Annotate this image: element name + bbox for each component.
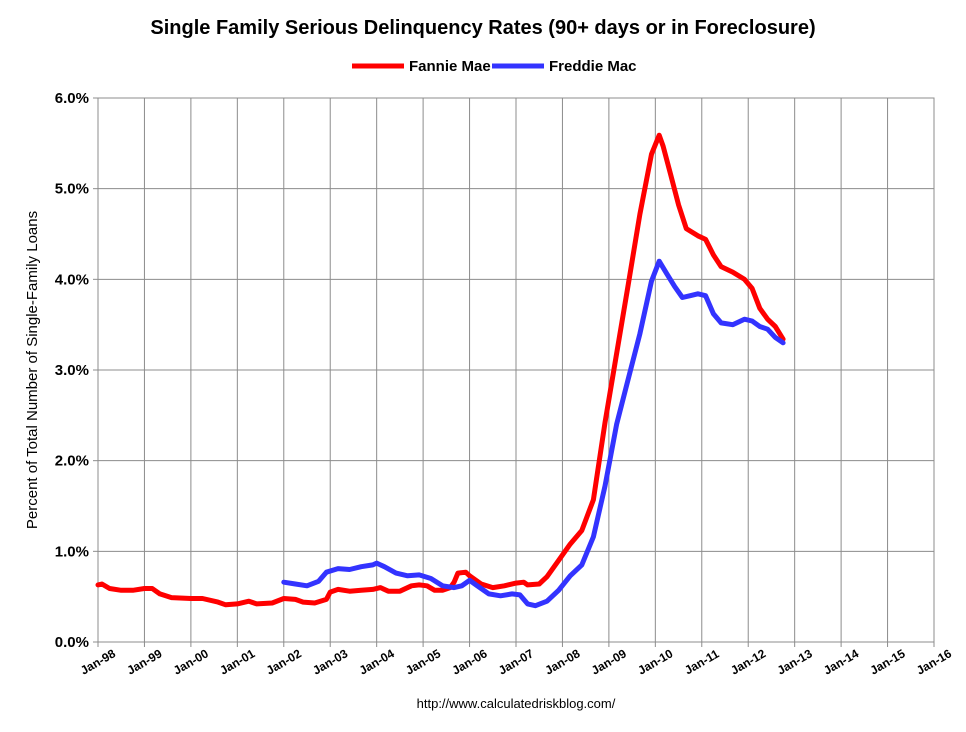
y-axis-label: Percent of Total Number of Single-Family… [24, 211, 41, 529]
x-tick-label: Jan-10 [635, 646, 675, 677]
x-tick-label: Jan-99 [124, 646, 164, 677]
y-tick-label: 3.0% [55, 362, 89, 379]
series-line-freddie-mac [281, 258, 786, 609]
x-tick-label: Jan-05 [403, 646, 443, 677]
x-tick-label: Jan-13 [775, 646, 815, 677]
x-tick-label: Jan-07 [496, 646, 536, 677]
x-axis-ticks: Jan-98 Jan-99 Jan-00 Jan-01 Jan-02 Jan-03 Jan-… [78, 642, 954, 678]
x-tick-label: Jan-06 [450, 646, 490, 677]
legend: Fannie Mae Freddie Mac [352, 58, 637, 75]
y-tick-label: 1.0% [55, 543, 89, 560]
x-tick-label: Jan-09 [589, 646, 629, 677]
chart-title: Single Family Serious Delinquency Rates … [150, 17, 815, 39]
x-tick-label: Jan-08 [542, 646, 582, 677]
x-tick-label: Jan-01 [217, 646, 257, 677]
x-tick-label: Jan-11 [682, 646, 722, 677]
x-tick-label: Jan-04 [357, 646, 397, 677]
legend-label-fannie-mae: Fannie Mae [409, 58, 491, 75]
source-link[interactable]: http://www.calculatedriskblog.com/ [417, 696, 616, 711]
x-tick-label: Jan-15 [868, 646, 908, 677]
x-tick-label: Jan-14 [821, 646, 861, 677]
series-lines [95, 132, 786, 609]
y-tick-label: 6.0% [55, 90, 89, 107]
y-axis-ticks: 0.0% 1.0% 2.0% 3.0% 4.0% 5.0% 6.0% [55, 90, 98, 651]
legend-label-freddie-mac: Freddie Mac [549, 58, 637, 75]
y-tick-label: 5.0% [55, 181, 89, 198]
series-line-fannie-mae [95, 132, 786, 608]
x-tick-label: Jan-00 [171, 646, 211, 677]
x-tick-label: Jan-16 [914, 646, 954, 677]
x-tick-label: Jan-12 [728, 646, 768, 677]
x-tick-label: Jan-03 [310, 646, 350, 677]
x-tick-label: Jan-02 [264, 646, 304, 677]
y-tick-label: 2.0% [55, 453, 89, 470]
y-tick-label: 4.0% [55, 271, 89, 288]
y-tick-label: 0.0% [55, 634, 89, 651]
